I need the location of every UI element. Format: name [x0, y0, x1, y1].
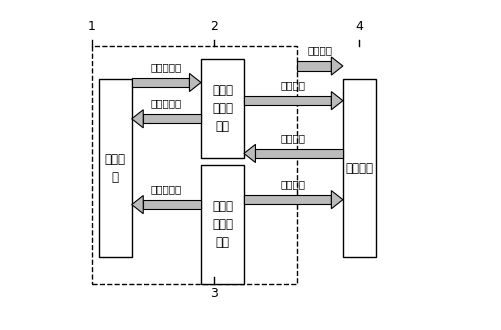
Text: 电压输出: 电压输出 — [281, 80, 306, 90]
Text: 矿用按钮: 矿用按钮 — [345, 162, 373, 175]
Text: 2: 2 — [210, 20, 218, 33]
Text: 1: 1 — [88, 20, 96, 33]
Bar — [297, 61, 331, 71]
Polygon shape — [331, 190, 343, 209]
Bar — [244, 96, 331, 105]
Bar — [92, 46, 297, 284]
Polygon shape — [132, 110, 143, 128]
Text: 电平量回测: 电平量回测 — [151, 184, 182, 194]
Polygon shape — [331, 92, 343, 110]
Polygon shape — [189, 74, 201, 91]
Text: 回路输入: 回路输入 — [281, 133, 306, 143]
Bar — [201, 59, 244, 158]
Text: 4: 4 — [356, 20, 363, 33]
Text: 频率量输出: 频率量输出 — [151, 62, 182, 72]
Bar — [99, 79, 132, 257]
Bar — [132, 78, 189, 87]
Text: 电平信
号检测
电路: 电平信 号检测 电路 — [212, 84, 233, 133]
Text: 矿用电缆: 矿用电缆 — [307, 46, 332, 55]
Bar — [201, 165, 244, 284]
Polygon shape — [244, 145, 256, 162]
Polygon shape — [331, 57, 343, 75]
Polygon shape — [132, 195, 143, 214]
Bar — [244, 195, 331, 204]
Bar — [143, 200, 201, 209]
Text: 频率信
号检测
电路: 频率信 号检测 电路 — [212, 200, 233, 249]
Text: 电流输出: 电流输出 — [281, 179, 306, 189]
Bar — [256, 149, 343, 158]
Bar — [143, 114, 201, 123]
Bar — [343, 79, 376, 257]
Text: 频率量回测: 频率量回测 — [151, 98, 182, 108]
Text: 微处理
器: 微处理 器 — [105, 153, 126, 184]
Text: 3: 3 — [210, 287, 218, 300]
